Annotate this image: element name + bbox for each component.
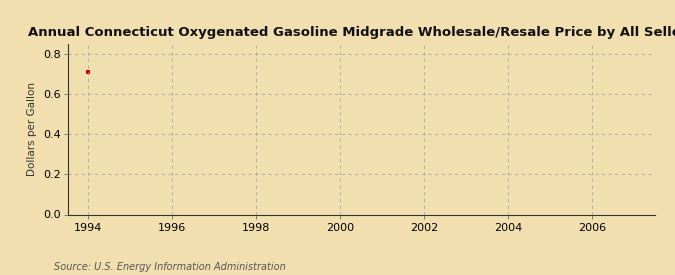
Y-axis label: Dollars per Gallon: Dollars per Gallon — [27, 82, 37, 176]
Title: Annual Connecticut Oxygenated Gasoline Midgrade Wholesale/Resale Price by All Se: Annual Connecticut Oxygenated Gasoline M… — [28, 26, 675, 39]
Text: Source: U.S. Energy Information Administration: Source: U.S. Energy Information Administ… — [54, 262, 286, 271]
